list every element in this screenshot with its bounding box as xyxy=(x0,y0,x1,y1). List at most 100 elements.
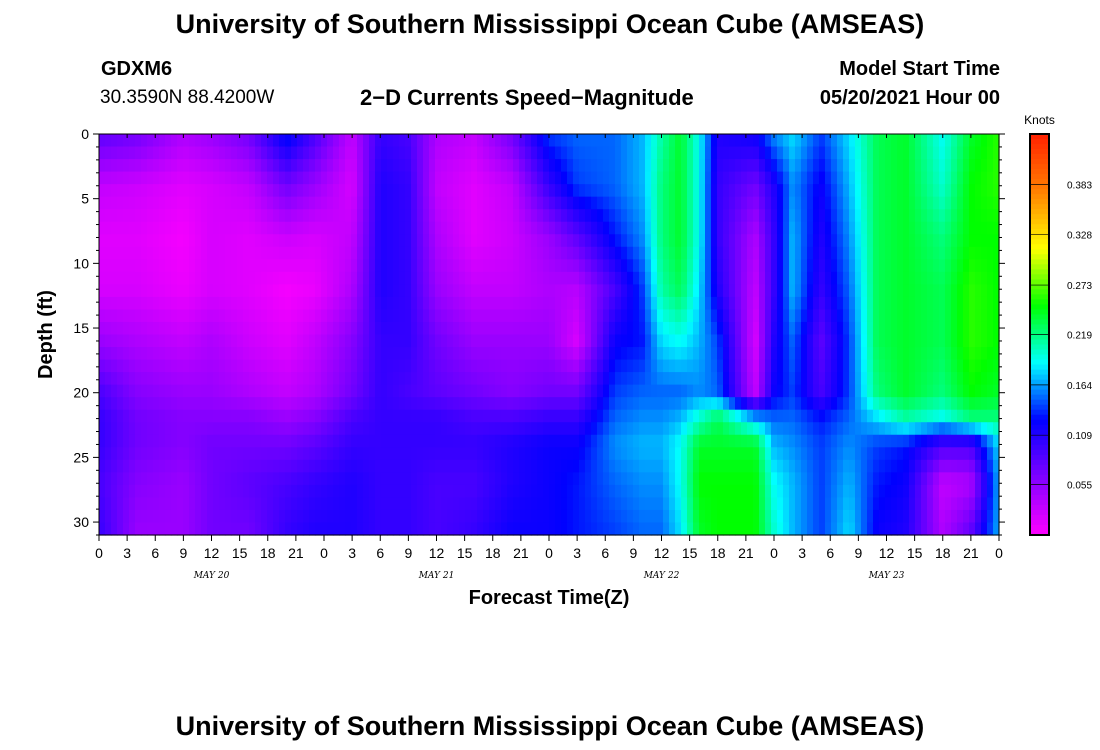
heatmap-cell xyxy=(405,171,412,185)
heatmap-cell xyxy=(351,384,358,398)
heatmap-cell xyxy=(645,334,652,348)
heatmap-cell xyxy=(765,372,772,386)
heatmap-cell xyxy=(267,484,274,499)
heatmap-cell xyxy=(747,259,754,273)
heatmap-cell xyxy=(699,159,706,173)
heatmap-cell xyxy=(447,234,454,248)
heatmap-cell xyxy=(657,334,664,348)
heatmap-cell xyxy=(987,134,994,148)
heatmap-cell xyxy=(717,271,724,285)
heatmap-cell xyxy=(621,434,628,448)
heatmap-cell xyxy=(903,234,910,248)
heatmap-cell xyxy=(171,472,178,486)
heatmap-cell xyxy=(561,422,568,436)
heatmap-cell xyxy=(837,497,844,511)
heatmap-cell xyxy=(471,246,478,260)
heatmap-cell xyxy=(141,422,148,436)
heatmap-cell xyxy=(681,447,688,461)
heatmap-cell xyxy=(819,497,826,511)
heatmap-cell xyxy=(801,234,808,248)
heatmap-cell xyxy=(921,171,928,185)
heatmap-cell xyxy=(495,447,502,461)
heatmap-cell xyxy=(381,321,388,336)
heatmap-cell xyxy=(525,497,532,511)
heatmap-cell xyxy=(537,259,544,273)
heatmap-cell xyxy=(249,259,256,273)
heatmap-cell xyxy=(717,422,724,436)
heatmap-cell xyxy=(153,422,160,436)
heatmap-cell xyxy=(795,434,802,448)
heatmap-cell xyxy=(411,484,418,499)
heatmap-cell xyxy=(285,196,292,210)
heatmap-cell xyxy=(693,196,700,210)
heatmap-cell xyxy=(375,309,382,323)
heatmap-cell xyxy=(789,334,796,348)
heatmap-cell xyxy=(177,184,184,198)
heatmap-cell xyxy=(639,472,646,486)
heatmap-cell xyxy=(915,359,922,373)
heatmap-cell xyxy=(435,321,442,336)
heatmap-cell xyxy=(963,422,970,436)
heatmap-cell xyxy=(597,522,604,536)
heatmap-cell xyxy=(525,321,532,336)
heatmap-cell xyxy=(879,209,886,223)
heatmap-cell xyxy=(897,159,904,173)
heatmap-cell xyxy=(327,422,334,436)
heatmap-cell xyxy=(633,409,640,423)
heatmap-cell xyxy=(807,271,814,285)
heatmap-cell xyxy=(573,409,580,423)
heatmap-cell xyxy=(681,271,688,285)
heatmap-cell xyxy=(579,372,586,386)
heatmap-cell xyxy=(171,409,178,423)
heatmap-cell xyxy=(813,146,820,160)
heatmap-cell xyxy=(609,459,616,473)
heatmap-cell xyxy=(273,221,280,235)
heatmap-cell xyxy=(837,246,844,260)
heatmap-cell xyxy=(339,171,346,185)
heatmap-cell xyxy=(141,171,148,185)
heatmap-cell xyxy=(855,221,862,235)
heatmap-cell xyxy=(111,134,118,148)
heatmap-cell xyxy=(495,484,502,499)
heatmap-cell xyxy=(711,372,718,386)
heatmap-cell xyxy=(333,309,340,323)
heatmap-cell xyxy=(615,159,622,173)
heatmap-cell xyxy=(333,134,340,148)
heatmap-cell xyxy=(699,321,706,336)
heatmap-cell xyxy=(171,171,178,185)
heatmap-cell xyxy=(315,359,322,373)
heatmap-cell xyxy=(195,459,202,473)
heatmap-cell xyxy=(279,309,286,323)
heatmap-cell xyxy=(879,296,886,311)
heatmap-cell xyxy=(231,397,238,411)
heatmap-cell xyxy=(801,134,808,148)
heatmap-cell xyxy=(981,359,988,373)
model-start-value: 05/20/2021 Hour 00 xyxy=(819,87,1000,109)
heatmap-cell xyxy=(207,171,214,185)
heatmap-cell xyxy=(711,484,718,499)
heatmap-cell xyxy=(909,409,916,423)
heatmap-cell xyxy=(759,384,766,398)
heatmap-cell xyxy=(777,196,784,210)
heatmap-cell xyxy=(219,359,226,373)
heatmap-cell xyxy=(765,209,772,223)
heatmap-cell xyxy=(903,359,910,373)
heatmap-cell xyxy=(183,159,190,173)
heatmap-cell xyxy=(153,259,160,273)
heatmap-cell xyxy=(309,359,316,373)
heatmap-cell xyxy=(393,334,400,348)
heatmap-cell xyxy=(783,484,790,499)
heatmap-cell xyxy=(705,321,712,336)
heatmap-cell xyxy=(891,497,898,511)
heatmap-cell xyxy=(609,397,616,411)
heatmap-cell xyxy=(783,321,790,336)
heatmap-cell xyxy=(231,209,238,223)
heatmap-cell xyxy=(135,321,142,336)
heatmap-cell xyxy=(507,459,514,473)
heatmap-cell xyxy=(189,184,196,198)
heatmap-cell xyxy=(177,259,184,273)
heatmap-cell xyxy=(363,209,370,223)
heatmap-cell xyxy=(825,171,832,185)
heatmap-cell xyxy=(873,309,880,323)
heatmap-cell xyxy=(717,321,724,336)
